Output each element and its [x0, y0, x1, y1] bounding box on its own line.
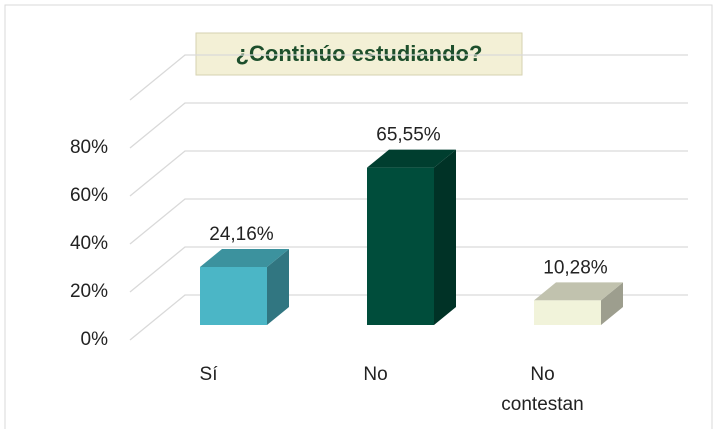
- grid-line: [129, 246, 688, 293]
- value-label: 65,55%: [376, 125, 441, 146]
- chart-title: ¿Continúo estudiando?: [236, 41, 483, 66]
- bar-top: [367, 149, 456, 168]
- y-tick-label: 20%: [70, 281, 108, 302]
- grid-line: [129, 102, 688, 149]
- value-label: 24,16%: [209, 224, 274, 245]
- bar-side: [601, 282, 623, 325]
- y-tick-label: 80%: [70, 137, 108, 158]
- grid-line: [129, 150, 688, 197]
- bar-side: [434, 149, 456, 325]
- bar-front: [534, 300, 601, 325]
- grid-line: [129, 294, 688, 341]
- bar: [534, 282, 623, 325]
- bar-front: [200, 267, 267, 325]
- y-tick-label: 0%: [81, 329, 109, 350]
- value-label: 10,28%: [543, 257, 608, 278]
- grid-line: [129, 198, 688, 245]
- bar-top: [200, 249, 289, 268]
- x-tick-label: Sí: [199, 364, 218, 385]
- chart-frame: [4, 4, 713, 434]
- x-tick-label: No contestan: [501, 364, 584, 415]
- title-box: [195, 32, 523, 76]
- x-tick-label: No: [363, 364, 388, 385]
- bar: [367, 149, 456, 325]
- bar: [200, 249, 289, 325]
- bar-front: [367, 167, 434, 325]
- wall-edge: [129, 54, 688, 101]
- bar-side: [267, 249, 289, 325]
- y-tick-label: 60%: [70, 185, 108, 206]
- bar-top: [534, 282, 623, 301]
- y-tick-label: 40%: [70, 233, 108, 254]
